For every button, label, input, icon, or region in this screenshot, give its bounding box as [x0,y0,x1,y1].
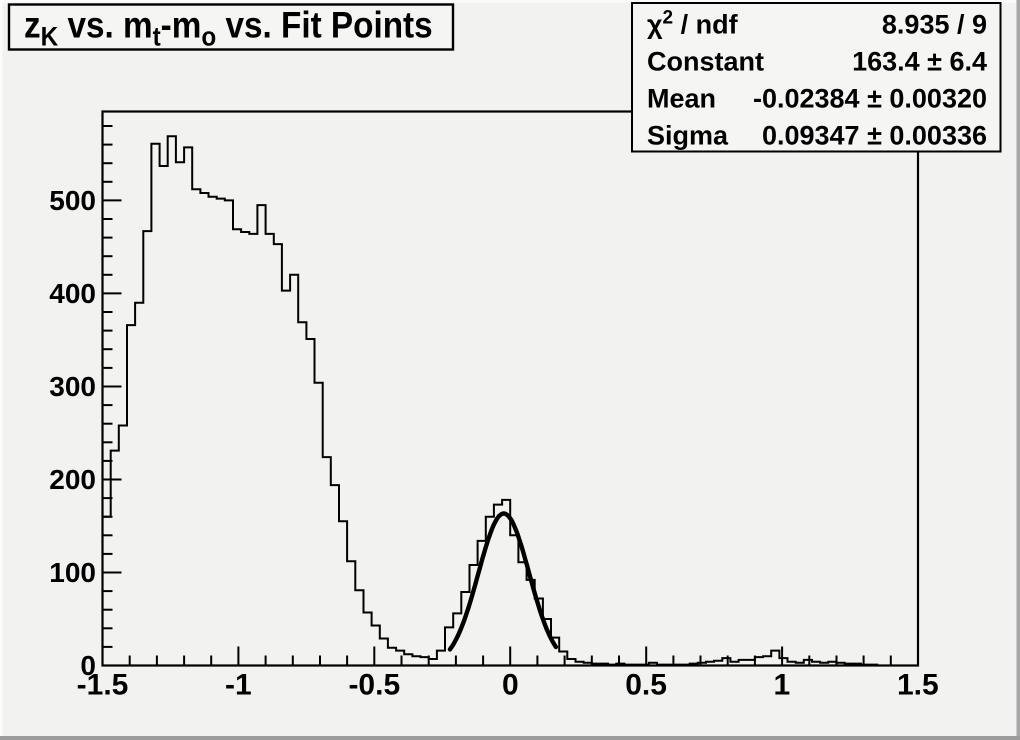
svg-text:-1: -1 [225,669,252,702]
svg-text:0: 0 [80,650,96,681]
svg-text:0.5: 0.5 [625,669,667,702]
svg-text:Sigma: Sigma [647,121,729,151]
svg-text:-1.5: -1.5 [77,669,129,702]
svg-text:163.4 ± 6.4: 163.4 ± 6.4 [852,47,987,77]
svg-text:400: 400 [49,278,96,309]
svg-text:zK vs. mt-mo vs. Fit Points: zK vs. mt-mo vs. Fit Points [24,5,433,52]
svg-text:1.5: 1.5 [897,669,939,702]
svg-text:100: 100 [49,557,96,588]
svg-text:300: 300 [49,371,96,402]
svg-text:200: 200 [49,464,96,495]
svg-text:Mean: Mean [647,84,716,114]
svg-text:χ2 / ndf: χ2 / ndf [647,8,739,40]
svg-text:-0.5: -0.5 [348,669,400,702]
svg-text:0.09347 ± 0.00336: 0.09347 ± 0.00336 [762,121,987,151]
svg-text:0: 0 [502,669,519,702]
svg-text:8.935 / 9: 8.935 / 9 [882,10,987,40]
svg-text:Constant: Constant [647,47,764,77]
svg-text:1: 1 [774,669,791,702]
svg-text:-0.02384 ± 0.00320: -0.02384 ± 0.00320 [753,84,987,114]
svg-text:500: 500 [49,185,96,216]
